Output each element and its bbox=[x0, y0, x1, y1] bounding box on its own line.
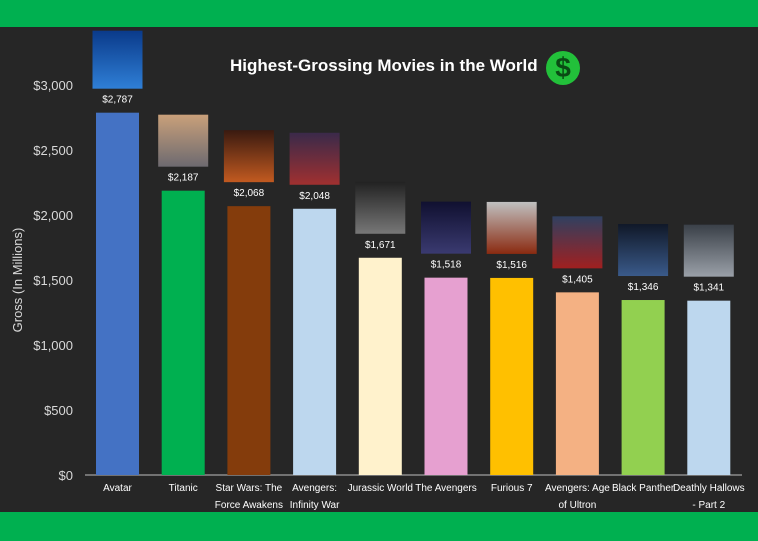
movie-poster-image bbox=[683, 224, 734, 277]
bar-furious-7 bbox=[490, 277, 534, 475]
data-label: $1,341 bbox=[694, 283, 725, 294]
x-tick-label: Infinity War bbox=[290, 500, 340, 511]
x-tick-label: - Part 2 bbox=[692, 500, 725, 511]
bar-avengers-infinity-war bbox=[293, 208, 337, 475]
x-tick-label: Titanic bbox=[169, 483, 198, 494]
x-tick-label: of Ultron bbox=[559, 500, 597, 511]
x-tick-label: Avengers: Age bbox=[545, 483, 610, 494]
bar-avengers-age-of-ultron bbox=[555, 292, 599, 475]
dollar-sign-icon: $ bbox=[546, 51, 580, 85]
y-tick-label: $2,000 bbox=[33, 208, 73, 223]
data-label: $1,516 bbox=[496, 260, 527, 271]
bar-titanic bbox=[161, 190, 205, 475]
top-band bbox=[0, 0, 758, 27]
movie-poster-image bbox=[158, 114, 209, 167]
x-tick-label: Furious 7 bbox=[491, 483, 533, 494]
data-label: $1,671 bbox=[365, 240, 396, 251]
x-tick-label: Jurassic World bbox=[348, 483, 413, 494]
x-tick-label: Star Wars: The bbox=[216, 483, 283, 494]
movie-poster-image bbox=[486, 201, 537, 254]
chart-title: Highest-Grossing Movies in the World bbox=[230, 56, 538, 75]
y-tick-label: $2,500 bbox=[33, 143, 73, 158]
x-tick-label: Avatar bbox=[103, 483, 132, 494]
data-label: $2,048 bbox=[299, 191, 330, 202]
bar-avatar bbox=[96, 112, 139, 475]
x-tick-label: The Avengers bbox=[415, 483, 477, 494]
movie-poster-image bbox=[421, 201, 471, 254]
x-tick-label: Force Awakens bbox=[215, 500, 283, 511]
movie-poster-image bbox=[289, 132, 340, 185]
data-label: $2,068 bbox=[234, 188, 265, 199]
x-tick-label: Black Panther bbox=[612, 483, 675, 494]
data-label: $2,187 bbox=[168, 173, 199, 184]
movie-poster-image bbox=[92, 30, 143, 89]
movie-poster-image bbox=[618, 224, 669, 277]
x-tick-label: Deathly Hallows bbox=[673, 483, 745, 494]
y-axis-label: Gross (In Millions) bbox=[10, 228, 25, 333]
y-tick-label: $3,000 bbox=[33, 78, 73, 93]
bottom-band bbox=[0, 512, 758, 541]
bar-jurassic-world bbox=[358, 257, 402, 475]
movie-poster-image bbox=[355, 181, 406, 234]
movie-poster-image bbox=[552, 216, 603, 269]
y-tick-label: $500 bbox=[44, 403, 73, 418]
bar-the-avengers bbox=[424, 277, 468, 475]
data-label: $2,787 bbox=[102, 95, 133, 106]
y-tick-label: $0 bbox=[59, 468, 73, 483]
x-tick-label: Avengers: bbox=[292, 483, 337, 494]
data-label: $1,518 bbox=[431, 260, 462, 271]
data-label: $1,346 bbox=[628, 282, 659, 293]
data-label: $1,405 bbox=[562, 274, 593, 285]
y-tick-label: $1,000 bbox=[33, 338, 73, 353]
bar-deathly-hallows-part-2 bbox=[687, 300, 731, 475]
y-tick-label: $1,500 bbox=[33, 273, 73, 288]
bar-star-wars-the-force-awakens bbox=[227, 206, 271, 475]
bar-black-panther bbox=[621, 300, 665, 475]
movie-poster-image bbox=[223, 130, 274, 183]
